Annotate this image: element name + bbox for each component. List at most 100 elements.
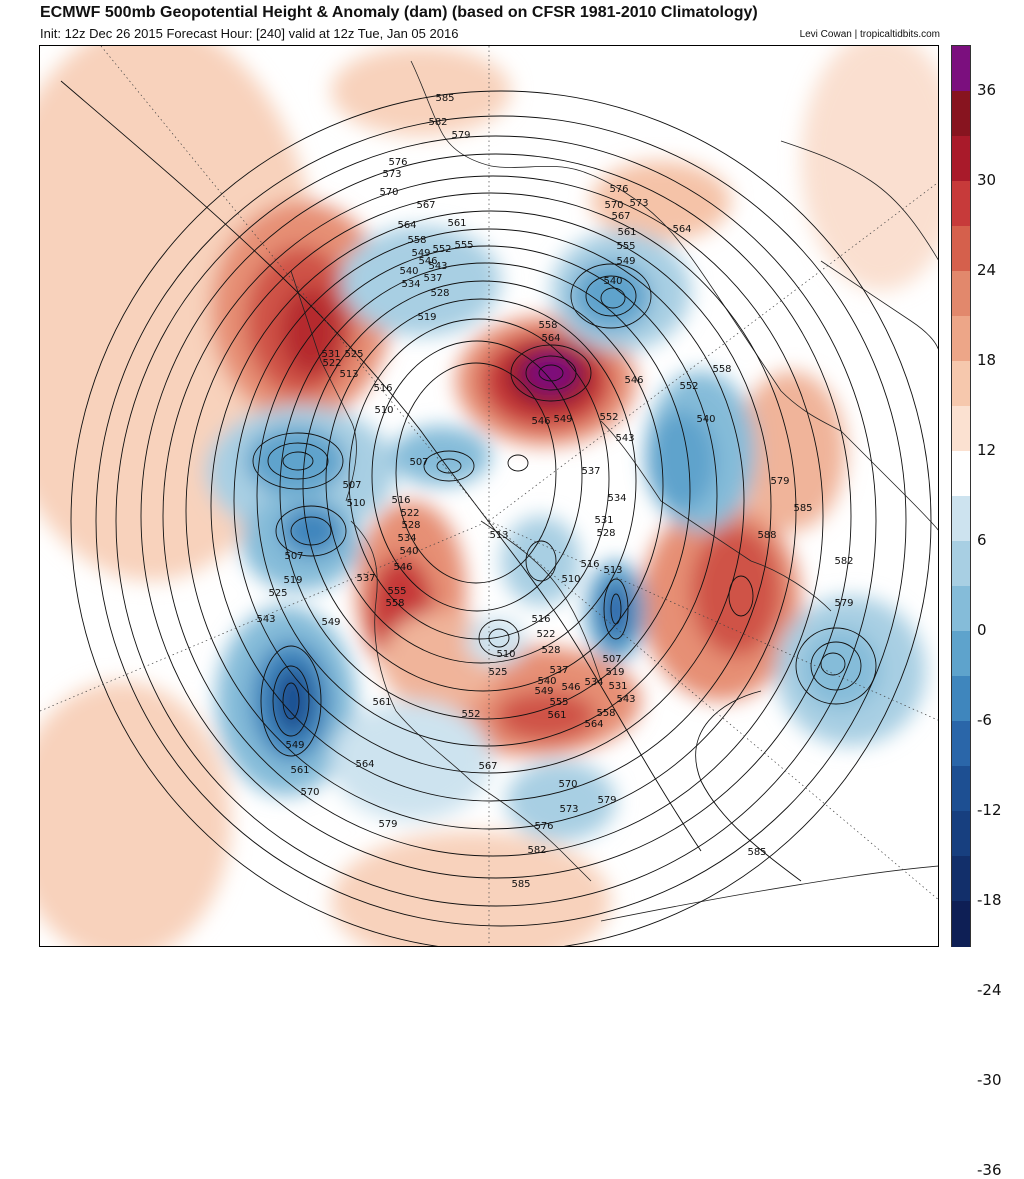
contour-label: 537 xyxy=(581,466,600,477)
contour-label: 534 xyxy=(607,493,626,504)
contour-label: 516 xyxy=(580,559,599,570)
contour-label: 519 xyxy=(417,312,436,323)
contour-label: 573 xyxy=(559,804,578,815)
contour-label: 555 xyxy=(387,586,406,597)
contour-label: 519 xyxy=(605,667,624,678)
contour-label: 543 xyxy=(616,694,635,705)
contour-label: 579 xyxy=(597,795,616,806)
colorbar-label: 36 xyxy=(977,81,997,99)
colorbar-segment xyxy=(952,271,970,317)
contour-label: 525 xyxy=(268,588,287,599)
colorbar-segment xyxy=(952,856,970,902)
contour-label: 543 xyxy=(428,261,447,272)
colorbar-segment xyxy=(952,811,970,857)
contour-label: 585 xyxy=(747,847,766,858)
contour-label: 510 xyxy=(561,574,580,585)
contour-label: 513 xyxy=(489,530,508,541)
contour-label: 555 xyxy=(549,697,568,708)
colorbar-label: -30 xyxy=(977,1071,1002,1089)
contour-label: 537 xyxy=(423,273,442,284)
contour-label: 525 xyxy=(344,349,363,360)
contour-label: 546 xyxy=(561,682,580,693)
colorbar-label: -6 xyxy=(977,711,992,729)
contour-label: 579 xyxy=(451,130,470,141)
contour-label: 513 xyxy=(339,369,358,380)
contour-label: 519 xyxy=(283,575,302,586)
contour-label: 546 xyxy=(624,375,643,386)
contour-label: 579 xyxy=(378,819,397,830)
colorbar-label: -12 xyxy=(977,801,1002,819)
contour-label: 507 xyxy=(602,654,621,665)
contour-label: 564 xyxy=(397,220,416,231)
contour-label: 579 xyxy=(834,598,853,609)
contour-label: 567 xyxy=(478,761,497,772)
contour-label: 507 xyxy=(342,480,361,491)
contour-label: 582 xyxy=(428,117,447,128)
colorbar-label: -36 xyxy=(977,1161,1002,1179)
contour-label: 567 xyxy=(416,200,435,211)
contour-label: 540 xyxy=(537,676,556,687)
colorbar-segment xyxy=(952,46,970,92)
contour-label: 564 xyxy=(584,719,603,730)
colorbar-segment xyxy=(952,361,970,407)
map-panel: 585 582 579 576 573 570 567 564 561 558 555 552 549 5… xyxy=(39,45,939,947)
contour-label: 534 xyxy=(584,677,603,688)
contour-label: 549 xyxy=(534,686,553,697)
contour-label: 558 xyxy=(596,708,615,719)
colorbar-segment xyxy=(952,406,970,452)
contour-label: 540 xyxy=(696,414,715,425)
contour-label: 537 xyxy=(549,665,568,676)
colorbar-segment xyxy=(952,496,970,542)
colorbar-label: 0 xyxy=(977,621,987,639)
contour-label: 510 xyxy=(374,405,393,416)
map-title: ECMWF 500mb Geopotential Height & Anomal… xyxy=(40,4,758,21)
contour-label: 540 xyxy=(399,266,418,277)
colorbar-segment xyxy=(952,91,970,137)
credit-text: Levi Cowan | tropicaltidbits.com xyxy=(799,29,940,40)
contour-label: 570 xyxy=(558,779,577,790)
contour-label: 576 xyxy=(388,157,407,168)
colorbar-label: 12 xyxy=(977,441,997,459)
colorbar xyxy=(951,45,971,947)
colorbar-segment xyxy=(952,181,970,227)
contour-label: 588 xyxy=(757,530,776,541)
colorbar-label: -18 xyxy=(977,891,1002,909)
colorbar-segment xyxy=(952,541,970,587)
contour-label: 507 xyxy=(284,551,303,562)
lat-lon-grid xyxy=(40,46,938,946)
contour-label: 561 xyxy=(290,765,309,776)
contour-label: 561 xyxy=(372,697,391,708)
contour-label: 558 xyxy=(385,598,404,609)
contour-label: 552 xyxy=(461,709,480,720)
contour-label: 576 xyxy=(609,184,628,195)
contour-label: 516 xyxy=(373,383,392,394)
contour-label: 582 xyxy=(527,845,546,856)
contour-label: 570 xyxy=(604,200,623,211)
map-subtitle: Init: 12z Dec 26 2015 Forecast Hour: [24… xyxy=(40,26,459,41)
contour-label: 558 xyxy=(407,235,426,246)
contour-label: 522 xyxy=(536,629,555,640)
colorbar-segment xyxy=(952,901,970,947)
contour-label: 576 xyxy=(534,821,553,832)
contour-label: 531 xyxy=(608,681,627,692)
height-contours xyxy=(60,80,932,946)
contour-label: 564 xyxy=(541,333,560,344)
colorbar-segment xyxy=(952,631,970,677)
colorbar-segment xyxy=(952,451,970,497)
contour-label: 549 xyxy=(411,248,430,259)
contour-label: 585 xyxy=(511,879,530,890)
contour-label: 522 xyxy=(400,508,419,519)
contour-label: 552 xyxy=(599,412,618,423)
contour-label: 549 xyxy=(285,740,304,751)
colorbar-label: 18 xyxy=(977,351,997,369)
contour-label: 543 xyxy=(615,433,634,444)
colorbar-segment xyxy=(952,586,970,632)
contour-label: 564 xyxy=(355,759,374,770)
colorbar-segment xyxy=(952,136,970,182)
contour-label: 561 xyxy=(447,218,466,229)
contour-label: 585 xyxy=(435,93,454,104)
contour-label: 582 xyxy=(834,556,853,567)
colorbar-label: 6 xyxy=(977,531,987,549)
